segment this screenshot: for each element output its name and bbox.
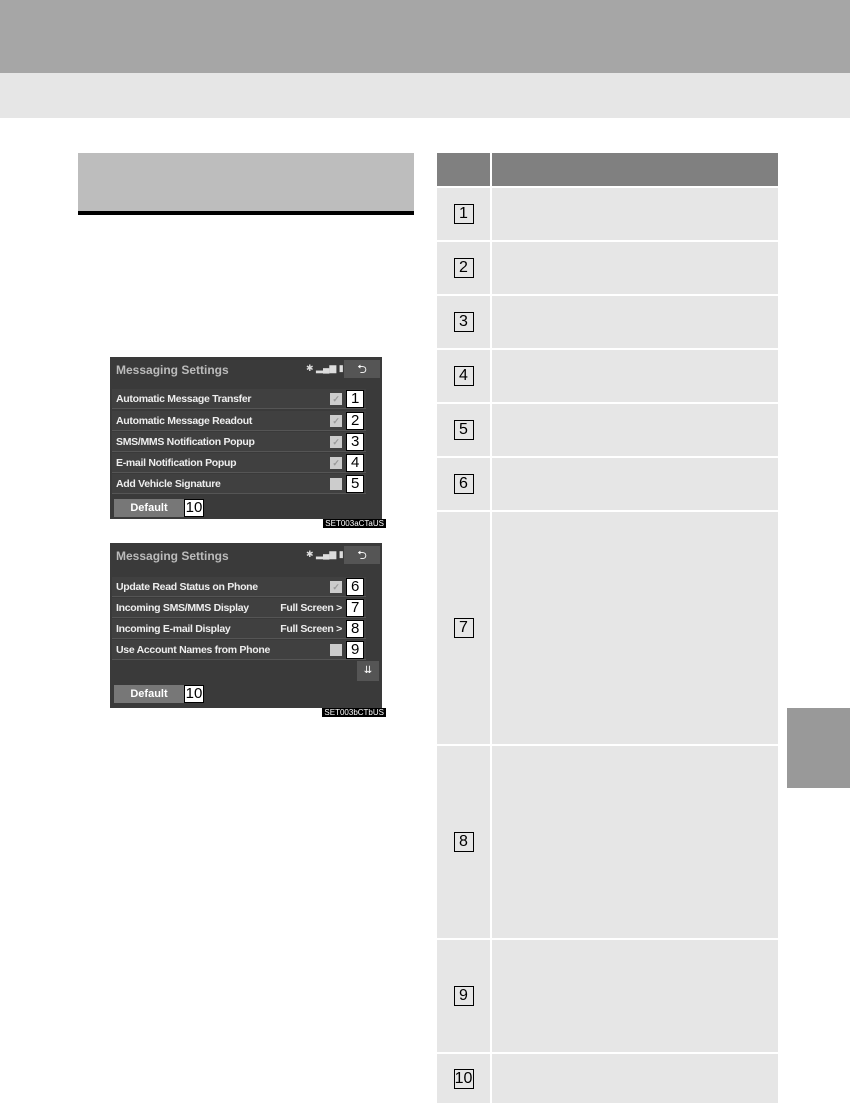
table-row: 6: [437, 456, 780, 511]
default-button[interactable]: Default: [114, 499, 184, 517]
setting-label: Use Account Names from Phone: [116, 644, 270, 656]
callout-number: 8: [346, 620, 364, 638]
screen-title: Messaging Settings: [116, 549, 229, 563]
status-icons: ✱ ▂▄▆ ▮: [306, 363, 344, 373]
checkbox[interactable]: ✓: [330, 457, 342, 469]
setting-label: Update Read Status on Phone: [116, 581, 258, 593]
checkbox[interactable]: [330, 478, 342, 490]
setting-row[interactable]: Incoming E-mail Display Full Screen > 8: [112, 619, 366, 639]
page-subheader-bar: [0, 73, 850, 118]
setting-row[interactable]: Update Read Status on Phone ✓ 6: [112, 577, 366, 597]
callout-number: 7: [346, 599, 364, 617]
figure-code: SET003bCTbUS: [322, 708, 386, 717]
row-number: 3: [453, 312, 474, 332]
callout-number: 10: [184, 499, 204, 517]
setting-row[interactable]: Add Vehicle Signature 5: [112, 474, 366, 494]
screen-title: Messaging Settings: [116, 363, 229, 377]
table-row: 9: [437, 938, 780, 1053]
setting-label: E-mail Notification Popup: [116, 457, 237, 469]
checkbox[interactable]: ✓: [330, 415, 342, 427]
table-header-function: [491, 153, 780, 187]
figure-code: SET003aCTaUS: [323, 519, 386, 528]
callout-number: 6: [346, 578, 364, 596]
checkbox[interactable]: [330, 644, 342, 656]
section-heading-box: [78, 153, 414, 215]
row-number: 9: [453, 986, 474, 1006]
callout-number: 2: [346, 412, 364, 430]
setting-label: Automatic Message Transfer: [116, 393, 252, 405]
chapter-side-tab: [787, 708, 850, 788]
row-number: 5: [453, 420, 474, 440]
table-row: 5: [437, 402, 780, 457]
setting-row[interactable]: Automatic Message Transfer ✓ 1: [112, 389, 366, 409]
setting-row[interactable]: E-mail Notification Popup ✓ 4: [112, 453, 366, 473]
callout-number: 1: [346, 390, 364, 408]
status-icons: ✱ ▂▄▆ ▮: [306, 549, 344, 559]
row-number: 4: [453, 366, 474, 386]
callout-number: 3: [346, 433, 364, 451]
table-row: 10: [437, 1052, 780, 1103]
row-number: 10: [453, 1068, 474, 1089]
setting-row[interactable]: Use Account Names from Phone 9: [112, 640, 366, 660]
row-number: 6: [453, 474, 474, 494]
callout-number: 4: [346, 454, 364, 472]
checkbox[interactable]: ✓: [330, 393, 342, 405]
table-row: 8: [437, 744, 780, 939]
row-number: 7: [453, 618, 474, 638]
table-row: 7: [437, 510, 780, 745]
default-button[interactable]: Default: [114, 685, 184, 703]
table-row: 1: [437, 186, 780, 241]
row-number: 1: [453, 204, 474, 224]
setting-row[interactable]: Automatic Message Readout ✓ 2: [112, 411, 366, 431]
page-header-bar: [0, 0, 850, 73]
table-row: 2: [437, 240, 780, 295]
setting-label: Automatic Message Readout: [116, 415, 253, 427]
setting-row[interactable]: SMS/MMS Notification Popup ✓ 3: [112, 432, 366, 452]
checkbox[interactable]: ✓: [330, 581, 342, 593]
messaging-settings-screen-2: Messaging Settings ✱ ▂▄▆ ▮ ⮌ Update Read…: [110, 543, 386, 717]
setting-label: Incoming E-mail Display: [116, 623, 231, 635]
setting-label: SMS/MMS Notification Popup: [116, 436, 255, 448]
checkbox[interactable]: ✓: [330, 436, 342, 448]
row-number: 2: [453, 258, 474, 278]
callout-number: 5: [346, 475, 364, 493]
setting-label: Add Vehicle Signature: [116, 478, 221, 490]
table-header-no: [437, 153, 492, 187]
setting-value: Full Screen >: [280, 602, 342, 614]
setting-label: Incoming SMS/MMS Display: [116, 602, 249, 614]
back-button[interactable]: ⮌: [344, 360, 380, 378]
setting-value: Full Screen >: [280, 623, 342, 635]
callout-number: 9: [346, 641, 364, 659]
row-number: 8: [453, 832, 474, 852]
setting-row[interactable]: Incoming SMS/MMS Display Full Screen > 7: [112, 598, 366, 618]
scroll-down-button[interactable]: ⇊: [357, 661, 379, 681]
table-row: 4: [437, 348, 780, 403]
back-button[interactable]: ⮌: [344, 546, 380, 564]
messaging-settings-screen-1: Messaging Settings ✱ ▂▄▆ ▮ ⮌ Automatic M…: [110, 357, 386, 528]
function-table: 1 2 3 4 5 6 7 8 9 10: [437, 153, 780, 1103]
table-row: 3: [437, 294, 780, 349]
callout-number: 10: [184, 685, 204, 703]
